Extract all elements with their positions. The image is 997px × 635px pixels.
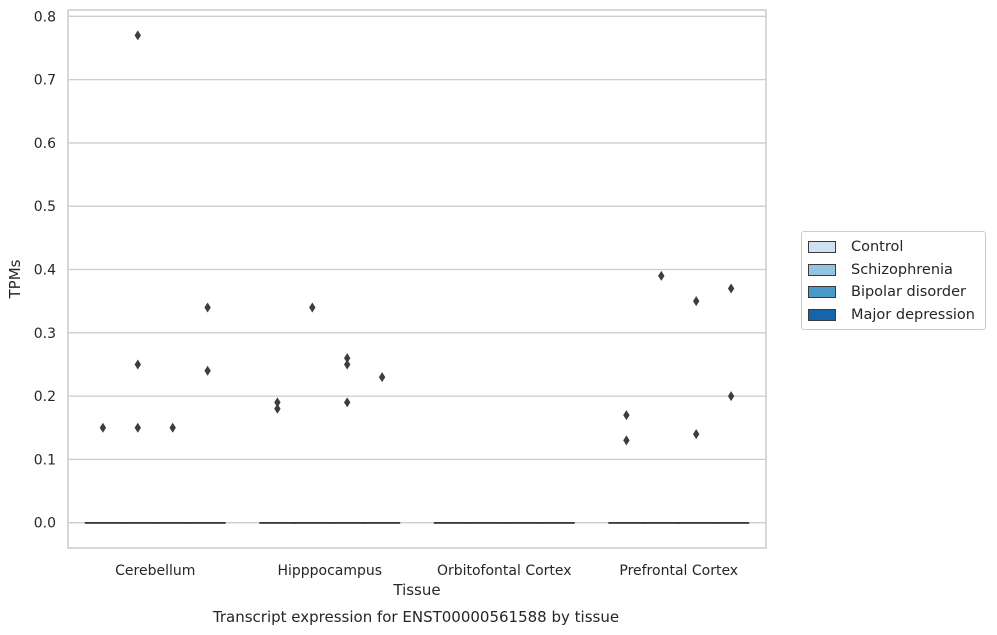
outlier-point <box>134 359 141 370</box>
legend-swatch <box>808 241 836 254</box>
outlier-point <box>309 302 316 313</box>
legend: Control Schizophrenia Bipolar disorder Majo… <box>801 231 986 330</box>
y-tick-label: 0.6 <box>34 136 56 152</box>
chart-title: Transcript expression for ENST0000056158… <box>212 608 619 626</box>
y-tick-label: 0.3 <box>34 326 56 342</box>
y-tick-labels: 0.0 0.1 0.2 0.3 0.4 0.5 0.6 0.7 0.8 <box>34 9 56 531</box>
outlier-point <box>727 283 735 294</box>
outlier-point <box>727 391 735 402</box>
legend-swatch <box>808 286 836 299</box>
y-tick-label: 0.5 <box>34 199 56 215</box>
legend-item: Control <box>802 236 985 259</box>
outlier-point <box>134 422 141 433</box>
y-tick-label: 0.1 <box>34 452 56 468</box>
y-tick-label: 0.8 <box>34 9 56 25</box>
plot-area-frame <box>67 9 767 549</box>
legend-item: Major depression <box>802 304 985 327</box>
legend-label: Control <box>851 239 904 256</box>
y-axis-label: TPMs <box>6 259 24 299</box>
legend-swatch <box>808 308 836 321</box>
outliers <box>99 30 735 446</box>
outlier-point <box>99 422 107 433</box>
y-tick-label: 0.2 <box>34 389 56 405</box>
legend-item: Schizophrenia <box>802 259 985 282</box>
outlier-point <box>169 422 176 433</box>
outlier-point <box>134 30 141 41</box>
outlier-point <box>204 365 211 376</box>
outlier-point <box>274 397 281 408</box>
x-tick-label: Hipppocampus <box>277 563 382 579</box>
legend-item: Bipolar disorder <box>802 281 985 304</box>
outlier-point <box>204 302 211 313</box>
y-tick-label: 0.0 <box>34 516 56 532</box>
x-tick-label: Prefrontal Cortex <box>619 563 738 579</box>
x-axis-label: Tissue <box>392 581 440 599</box>
outlier-point <box>693 429 700 440</box>
outlier-point <box>344 353 351 364</box>
outlier-point <box>658 270 665 281</box>
outlier-point <box>693 296 700 307</box>
outlier-point <box>344 359 351 370</box>
x-tick-label: Cerebellum <box>115 563 195 579</box>
y-tick-label: 0.7 <box>34 73 56 89</box>
x-tick-label: Orbitofontal Cortex <box>437 563 572 579</box>
y-tick-label: 0.4 <box>34 263 56 279</box>
x-tick-labels: Cerebellum Hipppocampus Orbitofontal Corte… <box>115 563 738 579</box>
legend-label: Major depression <box>851 306 975 323</box>
outlier-point <box>623 410 630 421</box>
gridlines <box>68 15 766 524</box>
outlier-point <box>274 403 281 414</box>
boxes <box>84 522 750 524</box>
outlier-point <box>378 372 386 383</box>
legend-label: Bipolar disorder <box>851 284 966 301</box>
outlier-point <box>623 435 630 446</box>
legend-label: Schizophrenia <box>851 261 953 278</box>
outlier-point <box>344 397 351 408</box>
legend-swatch <box>808 263 836 276</box>
